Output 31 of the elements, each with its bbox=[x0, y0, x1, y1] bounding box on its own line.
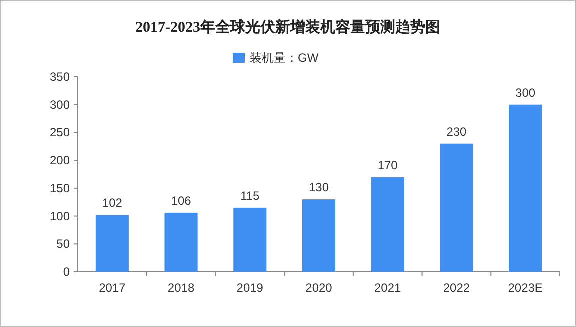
legend-label: 装机量：GW bbox=[250, 51, 320, 65]
y-tick-label: 100 bbox=[50, 209, 70, 224]
bar bbox=[371, 177, 404, 272]
y-tick-label: 350 bbox=[50, 70, 70, 84]
data-label: 115 bbox=[240, 188, 260, 203]
data-label: 102 bbox=[102, 196, 123, 210]
x-tick-label: 2023E bbox=[508, 281, 543, 295]
bar bbox=[164, 212, 198, 272]
data-label: 170 bbox=[378, 158, 398, 172]
y-tick-label: 150 bbox=[50, 181, 70, 196]
y-tick-label: 0 bbox=[63, 265, 70, 279]
y-tick-label: 50 bbox=[56, 237, 70, 252]
data-label: 230 bbox=[446, 124, 468, 139]
x-tick-label: 2019 bbox=[236, 281, 264, 295]
data-label: 130 bbox=[308, 180, 330, 195]
data-label: 106 bbox=[171, 194, 192, 208]
y-tick-label: 250 bbox=[50, 126, 70, 140]
bar bbox=[234, 208, 267, 272]
y-tick-label: 200 bbox=[50, 154, 70, 168]
chart-title: 2017-2023年全球光伏新增装机容量预测趋势图 bbox=[136, 18, 440, 36]
data-label: 300 bbox=[516, 86, 536, 100]
x-tick-label: 2022 bbox=[443, 281, 470, 295]
bar bbox=[440, 144, 474, 272]
x-tick-label: 2018 bbox=[168, 281, 195, 295]
bar bbox=[302, 200, 336, 272]
x-tick-label: 2020 bbox=[306, 281, 333, 295]
bar bbox=[509, 104, 542, 272]
y-tick-label: 300 bbox=[50, 98, 70, 112]
bar bbox=[96, 215, 129, 272]
x-tick-label: 2017 bbox=[99, 281, 126, 295]
x-tick-label: 2021 bbox=[374, 281, 402, 295]
